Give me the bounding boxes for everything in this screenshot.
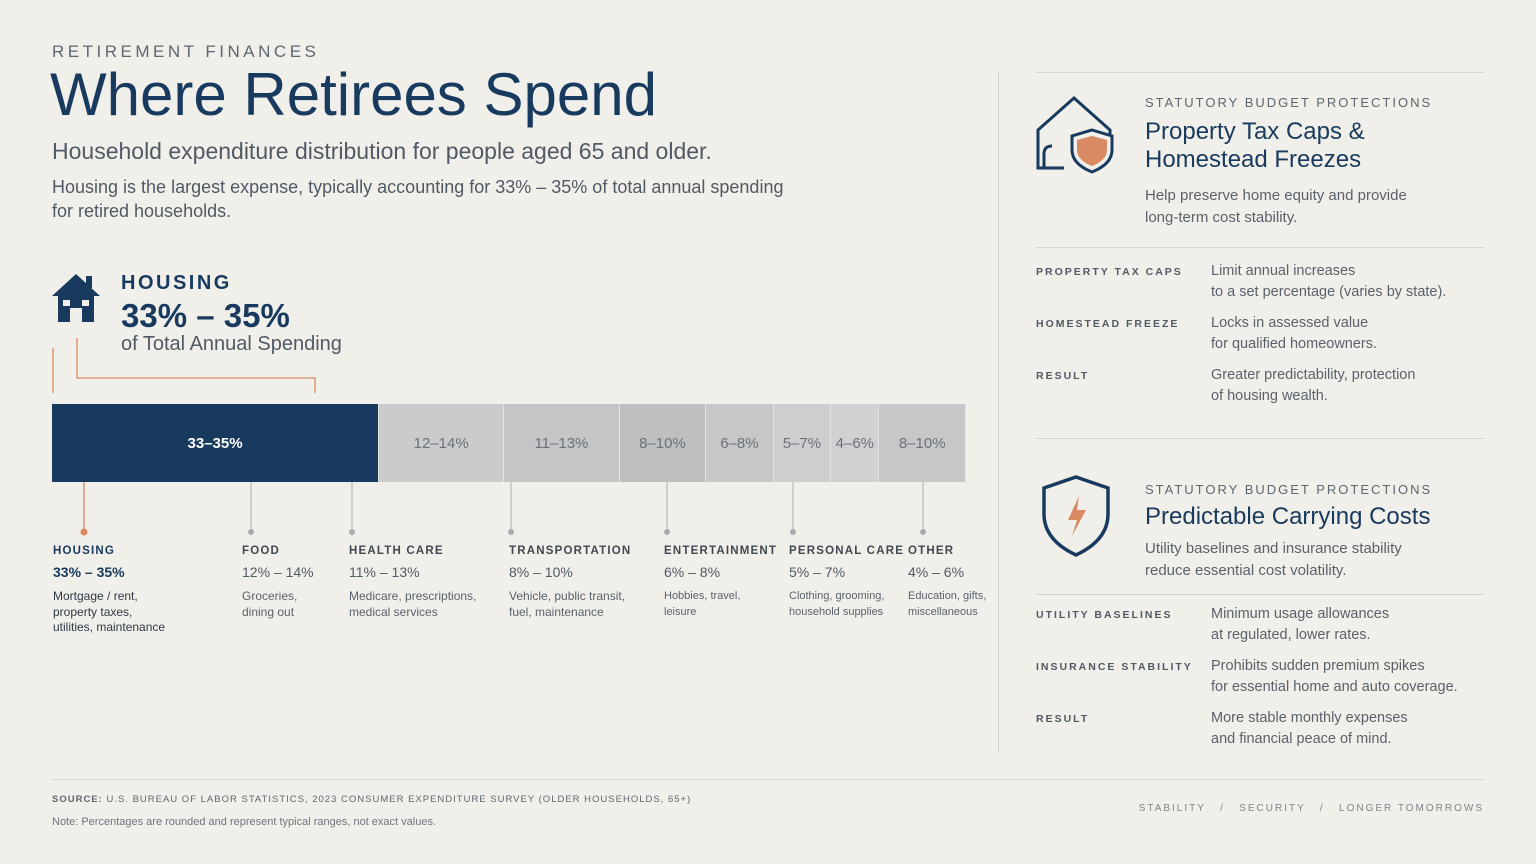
panel-eyebrow: STATUTORY BUDGET PROTECTIONS (1145, 482, 1433, 497)
footer-rule (52, 779, 1484, 780)
category-name: HOUSING (53, 545, 116, 557)
category-range: 8% – 10% (509, 564, 573, 580)
bar-label: 12–14% (413, 434, 469, 452)
category-detail: Medicare, prescriptions, medical service… (349, 589, 477, 619)
category-name: ENTERTAINMENT (664, 545, 778, 557)
row-key: HOMESTEAD FREEZE (1036, 318, 1180, 330)
category-detail: Mortgage / rent, property taxes, utiliti… (53, 589, 166, 634)
panel-eyebrow: STATUTORY BUDGET PROTECTIONS (1145, 95, 1433, 110)
bar-segment: 6–8% (706, 404, 774, 482)
connectors (52, 338, 926, 536)
title: Where Retirees Spend (50, 61, 657, 128)
row-value: Greater predictability, protection of ho… (1211, 367, 1416, 404)
row-value: Limit annual increases to a set percenta… (1211, 263, 1447, 300)
row-value: Minimum usage allowances at regulated, l… (1211, 606, 1390, 643)
panel-description: Utility baselines and insurance stabilit… (1145, 540, 1402, 579)
tagline: STABILITY / SECURITY / LONGER TOMORROWS (1138, 803, 1484, 814)
bar-segment: 4–6% (831, 404, 880, 482)
bar-segment: 12–14% (379, 404, 505, 482)
panel-title: Property Tax Caps & Homestead Freezes (1145, 118, 1365, 173)
row-key: INSURANCE STABILITY (1036, 661, 1193, 673)
category-range: 5% – 7% (789, 564, 846, 580)
house-icon (52, 274, 100, 322)
divider (998, 72, 999, 752)
category-detail: Hobbies, travel, leisure (664, 590, 741, 618)
source-text: U.S. BUREAU OF LABOR STATISTICS, 2023 CO… (106, 794, 692, 805)
panel-rule (1036, 594, 1484, 595)
category-detail: Clothing, grooming, household supplies (789, 590, 885, 618)
category-detail: Groceries, dining out (242, 589, 298, 619)
source-label: SOURCE: (52, 794, 103, 805)
bar-label: 4–6% (835, 434, 875, 452)
panel-rule (1036, 72, 1484, 73)
panel-rule (1036, 247, 1484, 248)
row-key: PROPERTY TAX CAPS (1036, 266, 1183, 278)
row-key: UTILITY BASELINES (1036, 609, 1173, 621)
bar-segment: 5–7% (773, 404, 832, 482)
eyebrow: RETIREMENT FINANCES (52, 42, 320, 61)
category-range: 6% – 8% (664, 564, 721, 580)
category-range: 33% – 35% (53, 564, 125, 580)
category-range: 4% – 6% (908, 564, 965, 580)
description: Housing is the largest expense, typicall… (52, 177, 784, 221)
panel-description: Help preserve home equity and provide lo… (1145, 187, 1407, 226)
bar-segment: 8–10% (619, 404, 707, 482)
row-key: RESULT (1036, 370, 1090, 382)
category-name: PERSONAL CARE (789, 545, 905, 557)
panel-title: Predictable Carrying Costs (1145, 503, 1431, 530)
bar-segment: 11–13% (504, 404, 620, 482)
category-detail: Education, gifts, miscellaneous (908, 590, 987, 618)
highlight-range: 33% – 35% (121, 297, 290, 334)
house-shield-icon (1036, 95, 1114, 174)
row-value: Locks in assessed value for qualified ho… (1211, 315, 1378, 352)
category-name: HEALTH CARE (349, 545, 444, 557)
shield-icon (1042, 475, 1110, 557)
bar-label: 8–10% (639, 434, 686, 452)
source: SOURCE: U.S. BUREAU OF LABOR STATISTICS,… (52, 794, 691, 805)
category-name: TRANSPORTATION (509, 545, 632, 557)
category-range: 11% – 13% (349, 564, 420, 580)
category-range: 12% – 14% (242, 564, 314, 580)
bar-label: 33–35% (187, 434, 243, 452)
panel-rule (1036, 438, 1484, 439)
row-value: More stable monthly expenses and financi… (1211, 710, 1408, 747)
bar-segment: 33–35% (52, 404, 380, 482)
highlight-caption: of Total Annual Spending (121, 333, 342, 355)
bar-label: 6–8% (720, 434, 759, 452)
row-key: RESULT (1036, 713, 1090, 725)
row-value: Prohibits sudden premium spikes for esse… (1211, 658, 1458, 695)
subtitle: Household expenditure distribution for p… (52, 138, 712, 164)
highlight-label: HOUSING (121, 272, 232, 294)
category-name: OTHER (908, 545, 955, 557)
category-name: FOOD (242, 545, 281, 557)
category-detail: Vehicle, public transit, fuel, maintenan… (509, 589, 626, 619)
bar-segment: 8–10% (879, 404, 966, 482)
bar-label: 8–10% (898, 434, 946, 452)
note: Note: Percentages are rounded and repres… (52, 816, 437, 828)
bar-label: 11–13% (534, 434, 589, 452)
bar-label: 5–7% (782, 434, 822, 452)
